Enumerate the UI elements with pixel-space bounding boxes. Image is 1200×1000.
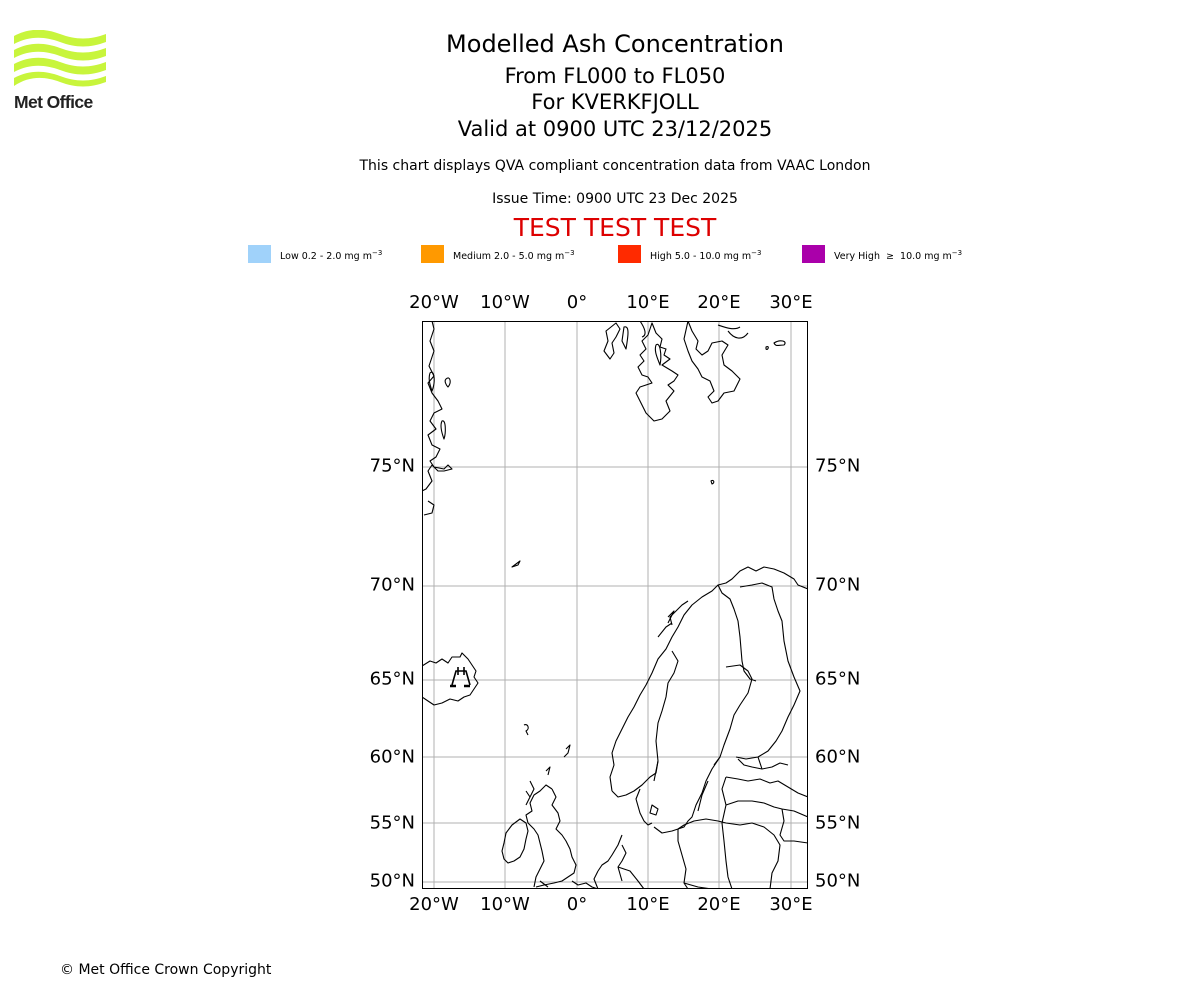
valid-time: Valid at 0900 UTC 23/12/2025 (457, 117, 773, 141)
lat-tick-right-75n: 75°N (815, 455, 861, 477)
legend-label-high: High 5.0 - 10.0 mg m (650, 251, 752, 262)
coastlines (422, 321, 808, 889)
lon-tick-bottom-20e: 20°E (697, 894, 741, 915)
lat-tick-left-75n: 75°N (369, 455, 415, 477)
flight-levels: From FL000 to FL050 (504, 64, 726, 88)
lat-tick-left-65n: 65°N (369, 668, 415, 690)
lon-tick-top-30e: 30°E (769, 292, 813, 313)
legend-label-very-high: Very High ≥ 10.0 mg m (834, 251, 952, 262)
graticule (422, 321, 808, 889)
map-canvas (422, 321, 808, 889)
lat-tick-right-50n: 50°N (815, 870, 861, 892)
lon-tick-top-10w: 10°W (480, 292, 530, 313)
lon-tick-top-10e: 10°E (626, 292, 670, 313)
lon-tick-top-0: 0° (566, 292, 588, 313)
lat-tick-right-65n: 65°N (815, 668, 861, 690)
lat-tick-right-70n: 70°N (815, 574, 861, 596)
lon-tick-bottom-20w: 20°W (409, 894, 459, 915)
volcano-marker-icon[interactable] (450, 667, 471, 688)
met-office-logo: Met Office (14, 29, 109, 112)
lat-tick-left-55n: 55°N (369, 812, 415, 834)
legend-swatch-low (248, 245, 271, 263)
lat-tick-right-60n: 60°N (815, 746, 861, 768)
lon-tick-bottom-10e: 10°E (626, 894, 670, 915)
map-frame (422, 321, 808, 889)
ash-map[interactable] (422, 321, 808, 889)
test-banner: TEST TEST TEST (513, 213, 717, 242)
lat-tick-left-60n: 60°N (369, 746, 415, 768)
copyright-footer: © Met Office Crown Copyright (60, 962, 272, 978)
lon-tick-top-20w: 20°W (409, 292, 459, 313)
legend-label-medium: Medium 2.0 - 5.0 mg m (453, 251, 565, 262)
lon-tick-bottom-10w: 10°W (480, 894, 530, 915)
lon-tick-top-20e: 20°E (697, 292, 741, 313)
legend-label-low: Low 0.2 - 2.0 mg m (280, 251, 372, 262)
volcano-name: For KVERKFJOLL (531, 90, 699, 114)
chart-title: Modelled Ash Concentration (446, 30, 784, 58)
legend-swatch-medium (421, 245, 444, 263)
chart-description: This chart displays QVA compliant concen… (359, 158, 871, 174)
legend-swatch-very-high (802, 245, 825, 263)
lat-tick-left-50n: 50°N (369, 870, 415, 892)
logo-text: Met Office (14, 92, 93, 112)
lon-tick-bottom-30e: 30°E (769, 894, 813, 915)
lon-tick-bottom-0: 0° (566, 894, 588, 915)
lat-tick-right-55n: 55°N (815, 812, 861, 834)
issue-time: Issue Time: 0900 UTC 23 Dec 2025 (492, 191, 738, 207)
lat-tick-left-70n: 70°N (369, 574, 415, 596)
met-office-waves-icon (14, 29, 106, 87)
legend-swatch-high (618, 245, 641, 263)
